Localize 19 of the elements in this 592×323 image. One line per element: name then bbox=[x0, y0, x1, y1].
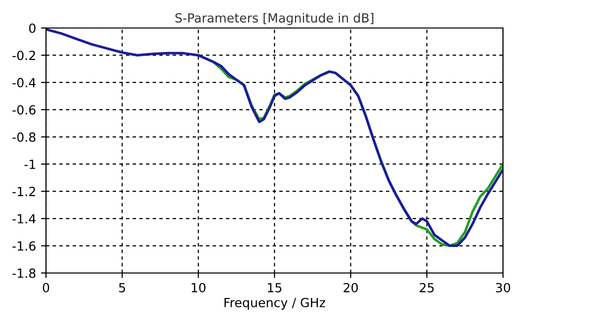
x-tick-label: 10 bbox=[192, 282, 206, 292]
x-tick-label: 30 bbox=[496, 282, 510, 292]
y-tick-label: -0.6 bbox=[12, 105, 36, 115]
x-tick-label: 0 bbox=[42, 282, 50, 292]
x-tick-label: 5 bbox=[119, 283, 126, 292]
y-tick-label: -1 bbox=[24, 160, 36, 169]
y-tick-label: -0.8 bbox=[12, 132, 36, 142]
y-tick-label: -0.4 bbox=[12, 78, 36, 88]
chart-title: S-Parameters [Magnitude in dB] bbox=[175, 12, 374, 26]
x-tick-label: 15 bbox=[268, 283, 282, 292]
y-tick-label: -1.8 bbox=[12, 268, 36, 278]
x-axis-title: Frequency / GHz bbox=[224, 298, 326, 310]
y-tick-label: -1.4 bbox=[12, 214, 36, 224]
y-tick-label: -1.6 bbox=[12, 241, 36, 251]
y-tick-label: -0.2 bbox=[12, 50, 36, 60]
y-tick-label: 0 bbox=[29, 23, 36, 33]
y-tick-label: -1.2 bbox=[12, 186, 36, 196]
x-tick-label: 25 bbox=[420, 282, 434, 292]
x-tick-label: 20 bbox=[344, 282, 358, 292]
